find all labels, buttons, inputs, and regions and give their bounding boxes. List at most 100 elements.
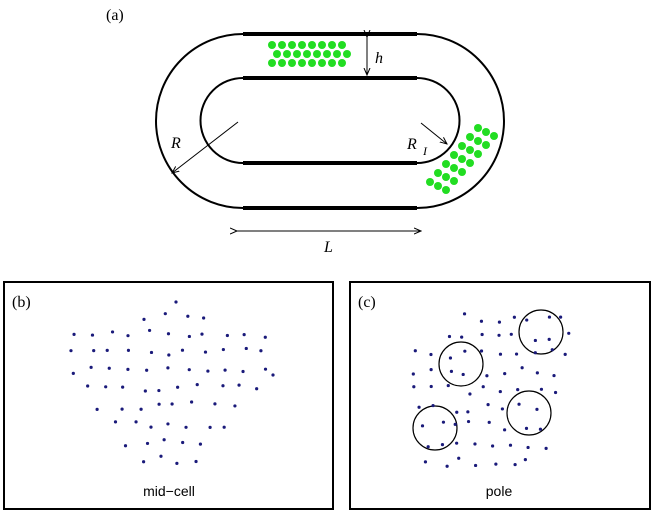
dot xyxy=(503,372,506,375)
particle xyxy=(338,41,346,49)
panel-label: (c) xyxy=(358,294,376,311)
dot xyxy=(91,333,94,336)
dot xyxy=(551,348,554,351)
particle xyxy=(303,50,311,58)
dot xyxy=(510,333,513,336)
dot xyxy=(539,428,542,431)
particle xyxy=(298,59,306,67)
dot xyxy=(204,350,207,353)
particle xyxy=(278,59,286,67)
particle xyxy=(442,173,450,181)
dot xyxy=(259,349,262,352)
particle xyxy=(482,128,490,136)
dot xyxy=(457,457,460,460)
dot xyxy=(430,368,433,371)
dot xyxy=(69,349,72,352)
dot xyxy=(526,446,529,449)
particle xyxy=(474,124,482,132)
particle xyxy=(343,50,351,58)
dot xyxy=(463,350,466,353)
particle xyxy=(450,151,458,159)
particle xyxy=(273,50,281,58)
dot xyxy=(243,333,246,336)
dot xyxy=(166,366,169,369)
dot xyxy=(222,348,225,351)
dot xyxy=(450,370,453,373)
dot xyxy=(474,464,477,467)
dot xyxy=(245,347,248,350)
dot xyxy=(488,421,491,424)
dot xyxy=(521,366,524,369)
dot xyxy=(441,443,444,446)
dot xyxy=(552,374,555,377)
particle xyxy=(442,160,450,168)
particle xyxy=(474,137,482,145)
radius-arrow xyxy=(172,122,238,173)
dot xyxy=(223,426,226,429)
dot xyxy=(525,427,528,430)
dot xyxy=(516,388,519,391)
dot xyxy=(517,403,520,406)
particle xyxy=(283,50,291,58)
particle xyxy=(323,50,331,58)
panel-c-frame xyxy=(350,282,650,509)
dot xyxy=(567,332,570,335)
dot xyxy=(498,320,501,323)
panel-caption: pole xyxy=(486,483,513,499)
dot xyxy=(142,460,145,463)
dot xyxy=(264,368,267,371)
dot xyxy=(174,300,177,303)
dot xyxy=(206,369,209,372)
particle xyxy=(482,141,490,149)
dot xyxy=(184,426,187,429)
particle xyxy=(328,41,336,49)
inner-radius-label: R xyxy=(406,136,417,153)
dot xyxy=(480,320,483,323)
dot xyxy=(466,410,469,413)
dot xyxy=(424,460,427,463)
panel-label: (b) xyxy=(12,294,31,311)
particle xyxy=(458,155,466,163)
dot xyxy=(190,400,193,403)
dot xyxy=(534,339,537,342)
dot xyxy=(481,333,484,336)
dot xyxy=(176,386,179,389)
particle xyxy=(313,50,321,58)
dot xyxy=(108,367,111,370)
particle xyxy=(458,168,466,176)
dot xyxy=(104,385,107,388)
dot xyxy=(199,443,202,446)
dot xyxy=(223,369,226,372)
dot xyxy=(188,335,191,338)
dot xyxy=(264,336,267,339)
dot xyxy=(485,374,488,377)
dot xyxy=(194,460,197,463)
dot xyxy=(167,332,170,335)
length-label: L xyxy=(323,239,333,256)
particle xyxy=(434,182,442,190)
dot xyxy=(139,408,142,411)
dot xyxy=(486,403,489,406)
dot xyxy=(513,463,516,466)
particle xyxy=(442,186,450,194)
dot xyxy=(86,384,89,387)
dot xyxy=(150,351,153,354)
dot xyxy=(554,391,557,394)
dot xyxy=(226,334,229,337)
dot xyxy=(462,373,465,376)
dot xyxy=(421,424,424,427)
dot xyxy=(499,390,502,393)
dot xyxy=(534,351,537,354)
particle xyxy=(288,41,296,49)
particle xyxy=(278,41,286,49)
dot xyxy=(535,408,538,411)
dot xyxy=(146,442,149,445)
dot xyxy=(468,392,471,395)
figure: (a) h R R I L (b) mid−cell (c) pole xyxy=(0,0,654,511)
dot xyxy=(144,389,147,392)
dot xyxy=(221,384,224,387)
dot xyxy=(501,407,504,410)
dot xyxy=(120,408,123,411)
particle xyxy=(308,59,316,67)
dot xyxy=(429,353,432,356)
